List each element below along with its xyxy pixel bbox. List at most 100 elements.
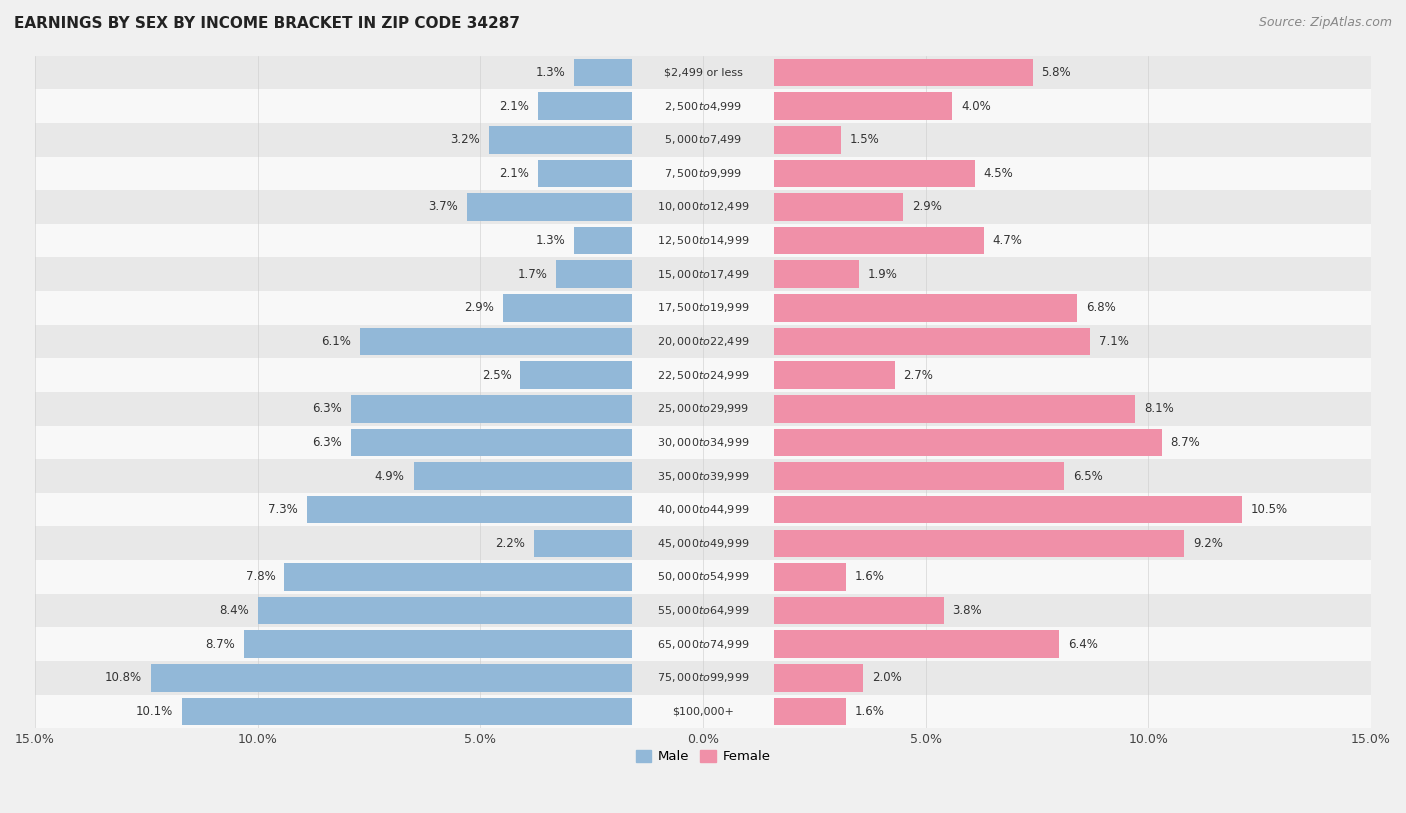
Text: $12,500 to $14,999: $12,500 to $14,999 <box>657 234 749 247</box>
Text: $20,000 to $22,499: $20,000 to $22,499 <box>657 335 749 348</box>
Bar <box>150 664 631 692</box>
Bar <box>413 463 631 489</box>
Bar <box>775 328 1091 355</box>
Bar <box>35 89 1371 123</box>
Bar <box>775 395 1135 423</box>
Text: 2.2%: 2.2% <box>495 537 524 550</box>
Text: $35,000 to $39,999: $35,000 to $39,999 <box>657 470 749 483</box>
Text: 1.6%: 1.6% <box>855 571 884 584</box>
Bar <box>574 227 631 254</box>
Text: 1.5%: 1.5% <box>851 133 880 146</box>
Bar <box>775 159 974 187</box>
Text: $75,000 to $99,999: $75,000 to $99,999 <box>657 672 749 685</box>
Text: $22,500 to $24,999: $22,500 to $24,999 <box>657 368 749 381</box>
Bar <box>35 55 1371 89</box>
Text: 6.1%: 6.1% <box>322 335 352 348</box>
Bar <box>489 126 631 154</box>
Bar <box>35 425 1371 459</box>
Text: $45,000 to $49,999: $45,000 to $49,999 <box>657 537 749 550</box>
Bar <box>35 324 1371 359</box>
Bar <box>534 529 631 557</box>
Text: 6.3%: 6.3% <box>312 436 342 449</box>
Text: $5,000 to $7,499: $5,000 to $7,499 <box>664 133 742 146</box>
Bar <box>35 459 1371 493</box>
Bar <box>775 193 904 221</box>
Text: EARNINGS BY SEX BY INCOME BRACKET IN ZIP CODE 34287: EARNINGS BY SEX BY INCOME BRACKET IN ZIP… <box>14 16 520 31</box>
Bar <box>775 294 1077 322</box>
Bar <box>775 664 863 692</box>
Bar <box>35 291 1371 324</box>
Bar <box>181 698 631 725</box>
Text: Source: ZipAtlas.com: Source: ZipAtlas.com <box>1258 16 1392 29</box>
Text: 3.2%: 3.2% <box>450 133 481 146</box>
Text: $25,000 to $29,999: $25,000 to $29,999 <box>657 402 749 415</box>
Text: $40,000 to $44,999: $40,000 to $44,999 <box>657 503 749 516</box>
Text: 2.1%: 2.1% <box>499 167 529 180</box>
Text: $2,500 to $4,999: $2,500 to $4,999 <box>664 100 742 112</box>
Text: 1.7%: 1.7% <box>517 267 547 280</box>
Text: 4.5%: 4.5% <box>984 167 1014 180</box>
Bar <box>775 496 1241 524</box>
Text: $30,000 to $34,999: $30,000 to $34,999 <box>657 436 749 449</box>
Text: $15,000 to $17,499: $15,000 to $17,499 <box>657 267 749 280</box>
Bar <box>775 126 841 154</box>
Text: 8.7%: 8.7% <box>205 637 235 650</box>
Bar <box>35 190 1371 224</box>
Bar <box>502 294 631 322</box>
Text: 2.1%: 2.1% <box>499 100 529 112</box>
Bar <box>775 93 952 120</box>
Bar <box>35 258 1371 291</box>
Text: 9.2%: 9.2% <box>1192 537 1223 550</box>
Legend: Male, Female: Male, Female <box>630 745 776 769</box>
Text: 3.7%: 3.7% <box>429 201 458 214</box>
Text: 3.8%: 3.8% <box>952 604 981 617</box>
Bar <box>775 361 894 389</box>
Text: 8.1%: 8.1% <box>1144 402 1174 415</box>
Bar <box>35 527 1371 560</box>
Bar <box>307 496 631 524</box>
Bar <box>775 227 984 254</box>
Text: 1.9%: 1.9% <box>868 267 897 280</box>
Text: 2.9%: 2.9% <box>912 201 942 214</box>
Text: 6.3%: 6.3% <box>312 402 342 415</box>
Text: $65,000 to $74,999: $65,000 to $74,999 <box>657 637 749 650</box>
Bar <box>35 694 1371 728</box>
Text: 4.0%: 4.0% <box>962 100 991 112</box>
Bar <box>35 157 1371 190</box>
Text: $10,000 to $12,499: $10,000 to $12,499 <box>657 201 749 214</box>
Bar <box>775 563 845 591</box>
Text: 7.8%: 7.8% <box>246 571 276 584</box>
Bar <box>775 529 1184 557</box>
Bar <box>257 597 631 624</box>
Text: 1.3%: 1.3% <box>536 66 565 79</box>
Bar <box>35 392 1371 425</box>
Bar <box>352 395 631 423</box>
Text: 10.8%: 10.8% <box>104 672 142 685</box>
Bar <box>35 628 1371 661</box>
Bar <box>35 593 1371 628</box>
Text: $17,500 to $19,999: $17,500 to $19,999 <box>657 302 749 315</box>
Text: 6.8%: 6.8% <box>1085 302 1116 315</box>
Bar <box>35 493 1371 527</box>
Text: 10.1%: 10.1% <box>136 705 173 718</box>
Bar <box>775 630 1059 658</box>
Bar <box>775 597 943 624</box>
Text: $55,000 to $64,999: $55,000 to $64,999 <box>657 604 749 617</box>
Bar <box>35 123 1371 157</box>
Text: 2.0%: 2.0% <box>872 672 903 685</box>
Text: 7.3%: 7.3% <box>269 503 298 516</box>
Bar <box>538 93 631 120</box>
Text: $50,000 to $54,999: $50,000 to $54,999 <box>657 571 749 584</box>
Bar <box>245 630 631 658</box>
Text: $2,499 or less: $2,499 or less <box>664 67 742 77</box>
Text: 4.7%: 4.7% <box>993 234 1022 247</box>
Text: 1.3%: 1.3% <box>536 234 565 247</box>
Text: 4.9%: 4.9% <box>375 470 405 483</box>
Text: 5.8%: 5.8% <box>1042 66 1071 79</box>
Bar <box>284 563 631 591</box>
Text: 2.7%: 2.7% <box>904 368 934 381</box>
Text: 8.4%: 8.4% <box>219 604 249 617</box>
Bar <box>467 193 631 221</box>
Bar <box>520 361 631 389</box>
Bar <box>574 59 631 86</box>
